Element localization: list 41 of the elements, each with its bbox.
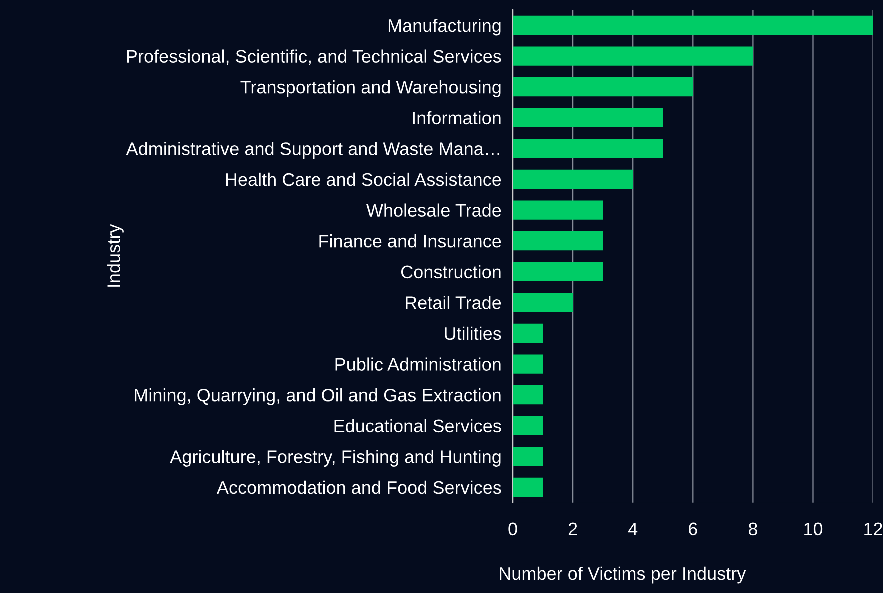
- y-tick-label: Wholesale Trade: [366, 204, 502, 217]
- bar: [513, 447, 544, 466]
- y-tick-label: Accommodation and Food Services: [216, 480, 502, 494]
- bar: [513, 16, 874, 36]
- bar: [513, 170, 634, 190]
- y-tick-label: Manufacturing: [388, 18, 501, 36]
- bar: [513, 232, 604, 251]
- bar: [513, 293, 574, 312]
- y-tick-label: Health Care and Social Assistance: [226, 172, 502, 186]
- y-tick-label: Construction: [401, 265, 501, 279]
- y-tick-label: Retail Trade: [406, 296, 502, 310]
- x-tick-label: 2: [568, 522, 578, 536]
- bar: [513, 78, 694, 97]
- bar: [513, 200, 604, 220]
- y-tick-label: Public Administration: [336, 358, 501, 371]
- y-tick-label: Agriculture, Forestry, Fishing and Hunting: [170, 450, 501, 467]
- y-tick-label: Information: [413, 111, 501, 125]
- x-tick-label: 10: [804, 522, 823, 536]
- bar: [513, 478, 544, 498]
- bar: [513, 386, 544, 405]
- y-tick-label: Transportation and Warehousing: [240, 80, 501, 98]
- bar: [513, 139, 664, 158]
- y-tick-label: Mining, Quarrying, and Oil and Gas Extraction: [135, 388, 501, 406]
- x-axis-title: Number of Victims per Industry: [500, 566, 746, 584]
- x-tick-label: 6: [689, 522, 698, 536]
- y-tick-label: Utilities: [445, 326, 502, 340]
- y-axis-title: Industry: [107, 224, 124, 287]
- x-tick-label: 0: [508, 522, 518, 536]
- y-tick-label: Finance and Insurance: [320, 234, 502, 248]
- bar: [513, 416, 544, 436]
- x-tick-label: 12: [864, 522, 882, 536]
- y-tick-label: Educational Services: [334, 419, 502, 433]
- bar: [513, 354, 544, 374]
- bar: [513, 108, 664, 128]
- x-tick-label: 8: [748, 522, 758, 536]
- bar: [513, 46, 754, 66]
- bar: [513, 324, 544, 344]
- bar: [513, 262, 604, 282]
- y-tick-label: Professional, Scientific, and Technical Services: [127, 50, 502, 66]
- y-tick-label: Administrative and Support and Waste Mana…: [126, 142, 500, 159]
- x-tick-label: 4: [628, 522, 638, 536]
